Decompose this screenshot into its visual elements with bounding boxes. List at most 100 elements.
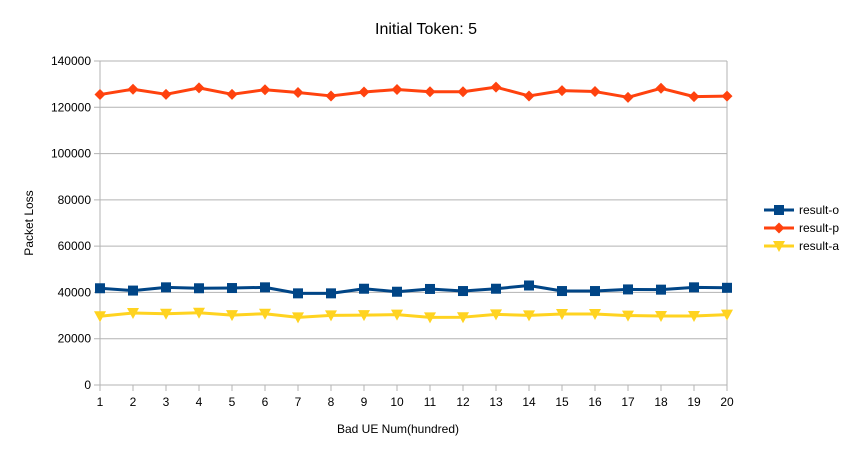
data-point bbox=[523, 310, 535, 322]
y-tick-label: 40000 bbox=[58, 285, 92, 299]
data-point bbox=[194, 283, 204, 294]
data-point bbox=[193, 82, 205, 94]
data-point bbox=[160, 308, 172, 320]
legend-item: result-o bbox=[764, 203, 839, 217]
legend-item: result-p bbox=[764, 221, 839, 235]
data-point bbox=[391, 309, 403, 321]
data-point bbox=[721, 90, 733, 102]
data-point bbox=[358, 310, 370, 322]
data-point bbox=[260, 282, 270, 293]
data-point bbox=[490, 309, 502, 321]
legend-marker bbox=[773, 241, 785, 252]
data-point bbox=[95, 283, 105, 294]
series-result-a bbox=[94, 307, 733, 324]
x-tick-label: 16 bbox=[588, 395, 602, 409]
data-point bbox=[721, 309, 733, 321]
chart-title: Initial Token: 5 bbox=[375, 21, 477, 38]
data-point bbox=[127, 308, 139, 320]
x-tick-label: 17 bbox=[621, 395, 635, 409]
legend: result-o result-p result-a bbox=[764, 203, 839, 253]
x-axis-title: Bad UE Num(hundred) bbox=[337, 422, 459, 436]
data-point bbox=[326, 288, 336, 299]
y-tick-label: 120000 bbox=[51, 100, 91, 114]
series-line bbox=[99, 283, 728, 295]
legend-marker bbox=[774, 205, 784, 215]
data-point bbox=[259, 84, 271, 96]
x-tick-label: 10 bbox=[390, 395, 404, 409]
data-point bbox=[94, 311, 106, 323]
data-point bbox=[424, 86, 436, 98]
data-point bbox=[590, 286, 600, 297]
data-point bbox=[424, 312, 436, 324]
data-point bbox=[457, 312, 469, 324]
data-point bbox=[127, 83, 139, 95]
y-tick-label: 20000 bbox=[58, 332, 92, 346]
data-point bbox=[161, 282, 171, 293]
y-tick-label: 60000 bbox=[58, 239, 92, 253]
data-point bbox=[226, 88, 238, 100]
data-point bbox=[292, 86, 304, 98]
data-point bbox=[524, 280, 534, 291]
x-tick-label: 7 bbox=[295, 395, 302, 409]
data-point bbox=[623, 284, 633, 295]
data-point bbox=[425, 283, 435, 294]
x-tick-label: 2 bbox=[130, 395, 137, 409]
y-tick-label: 100000 bbox=[51, 147, 91, 161]
data-point bbox=[457, 86, 469, 98]
data-point bbox=[259, 308, 271, 320]
legend-marker bbox=[773, 222, 785, 234]
series-line bbox=[99, 85, 728, 99]
data-point bbox=[688, 91, 700, 103]
data-point bbox=[622, 91, 634, 103]
x-tick-label: 20 bbox=[720, 395, 734, 409]
series-result-p bbox=[94, 81, 733, 103]
data-point bbox=[622, 310, 634, 322]
data-point bbox=[689, 282, 699, 293]
series-line bbox=[99, 311, 728, 319]
data-point bbox=[227, 283, 237, 294]
x-tick-label: 18 bbox=[654, 395, 668, 409]
data-point bbox=[688, 311, 700, 323]
y-axis-title: Packet Loss bbox=[22, 190, 36, 255]
data-point bbox=[292, 312, 304, 324]
x-tick-label: 1 bbox=[97, 395, 104, 409]
data-point bbox=[128, 285, 138, 296]
legend-label: result-a bbox=[799, 239, 839, 253]
x-tick-label: 3 bbox=[163, 395, 170, 409]
data-point bbox=[391, 83, 403, 95]
x-tick-label: 8 bbox=[328, 395, 335, 409]
data-point bbox=[94, 89, 106, 101]
x-tick-label: 5 bbox=[229, 395, 236, 409]
y-axis-ticks: 0 20000 40000 60000 80000 100000 120000 140000 bbox=[51, 54, 91, 392]
data-point bbox=[655, 82, 667, 94]
x-tick-label: 4 bbox=[196, 395, 203, 409]
data-point bbox=[589, 86, 601, 98]
x-tick-label: 13 bbox=[489, 395, 503, 409]
data-point bbox=[490, 81, 502, 93]
x-tick-label: 9 bbox=[361, 395, 368, 409]
data-point bbox=[655, 311, 667, 323]
data-point bbox=[722, 282, 732, 293]
data-point bbox=[557, 286, 567, 297]
legend-label: result-p bbox=[799, 221, 839, 235]
legend-item: result-a bbox=[764, 239, 839, 253]
x-tick-label: 6 bbox=[262, 395, 269, 409]
y-tick-label: 140000 bbox=[51, 54, 91, 68]
data-point bbox=[358, 86, 370, 98]
x-tick-label: 15 bbox=[555, 395, 569, 409]
x-tick-label: 14 bbox=[522, 395, 536, 409]
x-tick-label: 19 bbox=[687, 395, 701, 409]
y-tick-label: 0 bbox=[84, 378, 91, 392]
data-point bbox=[325, 310, 337, 322]
x-tick-label: 11 bbox=[424, 395, 437, 409]
data-point bbox=[556, 85, 568, 97]
data-point bbox=[458, 286, 468, 297]
series-result-o bbox=[95, 280, 732, 299]
data-point bbox=[523, 90, 535, 102]
grid-lines bbox=[94, 60, 728, 391]
data-point bbox=[656, 284, 666, 295]
x-tick-label: 12 bbox=[456, 395, 470, 409]
data-point bbox=[325, 90, 337, 102]
legend-label: result-o bbox=[799, 203, 839, 217]
